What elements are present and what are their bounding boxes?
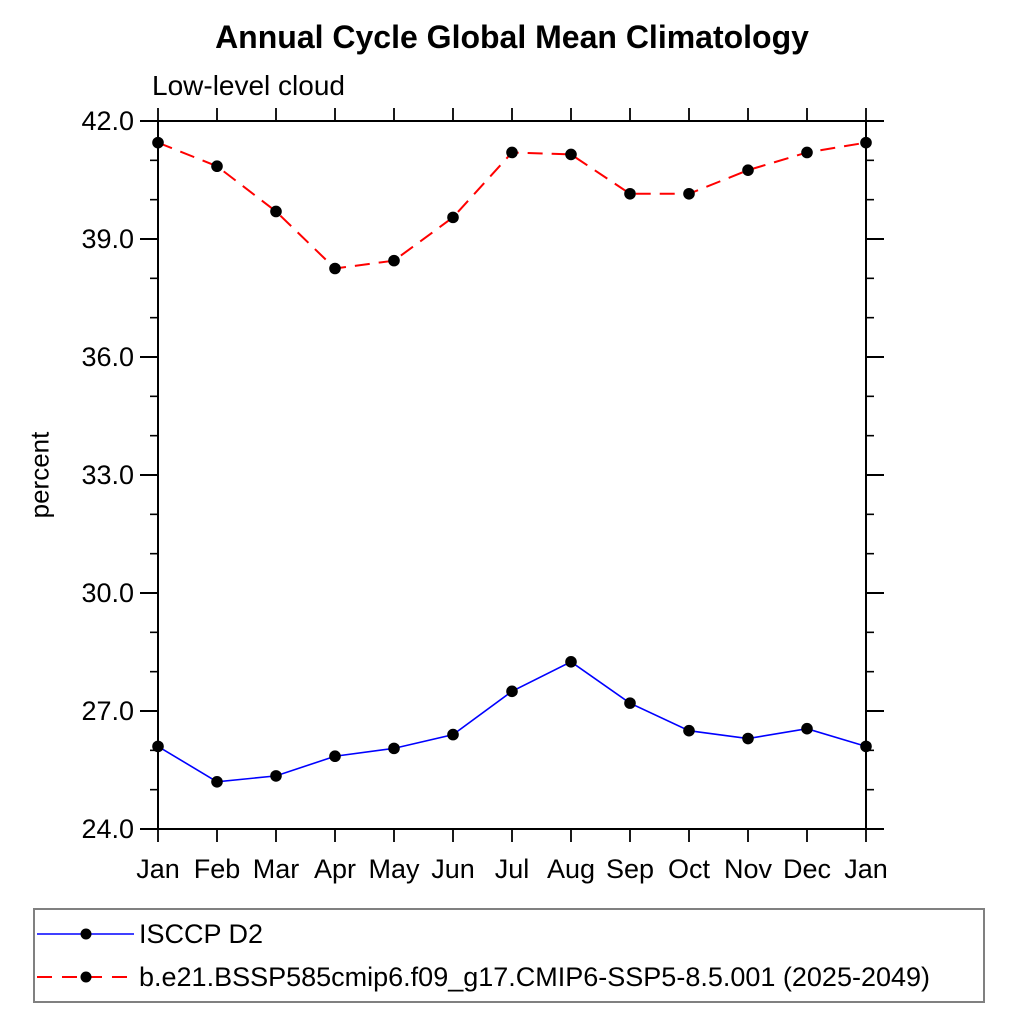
x-tick-label: Oct bbox=[668, 854, 711, 884]
data-point-marker-isccp-d2 bbox=[742, 732, 754, 745]
y-tick-label: 39.0 bbox=[81, 224, 134, 254]
data-point-marker-isccp-d2 bbox=[388, 742, 400, 755]
data-point-marker-cmip6-ssp585 bbox=[801, 146, 813, 159]
x-tick-label: May bbox=[368, 854, 420, 884]
x-tick-label: Apr bbox=[314, 854, 356, 884]
legend-box: ISCCP D2 b.e21.BSSP585cmip6.f09_g17.CMIP… bbox=[33, 908, 985, 1003]
data-point-marker-cmip6-ssp585 bbox=[506, 146, 518, 159]
data-point-marker-isccp-d2 bbox=[801, 722, 813, 735]
x-tick-label: Mar bbox=[253, 854, 300, 884]
x-tick-label: Dec bbox=[783, 854, 831, 884]
x-tick-label: Feb bbox=[194, 854, 241, 884]
data-point-marker-cmip6-ssp585 bbox=[742, 164, 754, 176]
legend-entry-isccp-d2: ISCCP D2 bbox=[35, 915, 983, 953]
data-point-marker-isccp-d2 bbox=[860, 740, 872, 753]
data-point-marker-cmip6-ssp585 bbox=[860, 136, 872, 149]
y-tick-label: 30.0 bbox=[81, 578, 134, 608]
legend-swatch-cmip6-ssp585 bbox=[37, 971, 134, 983]
x-tick-label: Jan bbox=[136, 854, 180, 884]
data-point-marker-cmip6-ssp585 bbox=[683, 187, 695, 200]
data-point-marker-cmip6-ssp585 bbox=[211, 160, 223, 173]
data-point-marker-cmip6-ssp585 bbox=[624, 187, 636, 200]
data-point-marker-isccp-d2 bbox=[270, 770, 282, 782]
data-point-marker-cmip6-ssp585 bbox=[329, 262, 341, 275]
x-tick-label: Jul bbox=[495, 854, 530, 884]
legend-label-cmip6-ssp585: b.e21.BSSP585cmip6.f09_g17.CMIP6-SSP5-8.… bbox=[139, 961, 931, 992]
data-point-marker-cmip6-ssp585 bbox=[388, 254, 400, 267]
data-point-marker-cmip6-ssp585 bbox=[152, 136, 164, 149]
data-point-marker-isccp-d2 bbox=[683, 724, 695, 737]
chart-title: Annual Cycle Global Mean Climatology bbox=[215, 19, 809, 55]
data-point-marker-cmip6-ssp585 bbox=[270, 205, 282, 218]
data-point-marker-cmip6-ssp585 bbox=[565, 148, 577, 161]
data-point-marker-isccp-d2 bbox=[624, 697, 636, 709]
y-tick-label: 42.0 bbox=[81, 106, 134, 136]
legend-marker-isccp-d2 bbox=[80, 928, 92, 940]
data-point-marker-isccp-d2 bbox=[152, 740, 164, 753]
data-point-marker-cmip6-ssp585 bbox=[447, 211, 459, 224]
legend-entry-cmip6-ssp585: b.e21.BSSP585cmip6.f09_g17.CMIP6-SSP5-8.… bbox=[35, 958, 983, 996]
x-tick-label: Jan bbox=[844, 854, 888, 884]
y-tick-label: 33.0 bbox=[81, 460, 134, 490]
x-tick-label: Nov bbox=[724, 854, 773, 884]
chart-subtitle: Low-level cloud bbox=[152, 70, 345, 101]
legend-swatch-isccp-d2 bbox=[37, 928, 134, 940]
plot-frame bbox=[157, 120, 867, 830]
legend-marker-cmip6-ssp585 bbox=[80, 971, 92, 983]
series-line-cmip6-ssp585 bbox=[157, 141, 867, 270]
x-tick-label: Jun bbox=[431, 854, 475, 884]
data-point-marker-isccp-d2 bbox=[211, 776, 223, 788]
y-tick-label: 24.0 bbox=[81, 814, 134, 844]
y-tick-label: 36.0 bbox=[81, 342, 134, 372]
y-tick-label: 27.0 bbox=[81, 696, 134, 726]
data-point-marker-isccp-d2 bbox=[506, 685, 518, 698]
x-tick-label: Sep bbox=[606, 854, 654, 884]
data-point-marker-isccp-d2 bbox=[565, 656, 577, 668]
data-point-marker-isccp-d2 bbox=[329, 750, 341, 763]
legend-label-isccp-d2: ISCCP D2 bbox=[139, 918, 264, 949]
data-point-marker-isccp-d2 bbox=[447, 728, 459, 741]
x-tick-label: Aug bbox=[547, 854, 595, 884]
series-line-isccp-d2 bbox=[157, 660, 867, 783]
